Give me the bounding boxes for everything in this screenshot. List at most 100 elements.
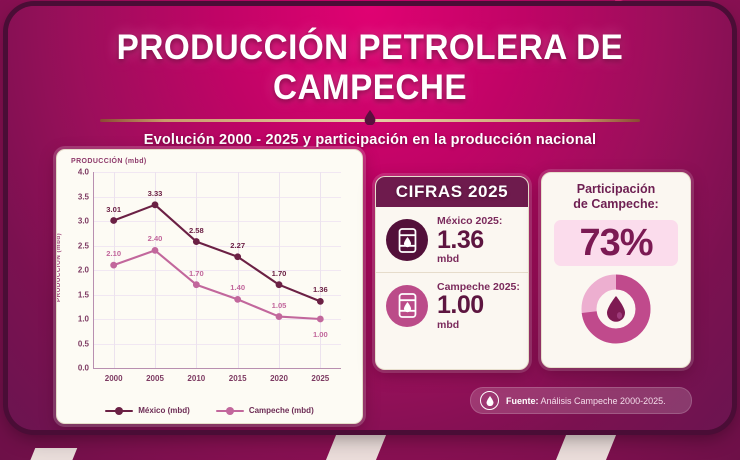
participation-donut-chart: [578, 271, 654, 347]
chart-y-tick: 0.5: [77, 339, 89, 348]
chart-y-tick: 1.0: [77, 314, 89, 324]
chart-y-tick: 3.5: [77, 192, 89, 201]
chart-x-axis: [93, 368, 341, 370]
chart-data-label: 2.40: [147, 234, 163, 244]
chart-y-tick: 2.0: [77, 265, 89, 275]
chart-point: [110, 217, 118, 224]
legend-swatch: [105, 406, 134, 415]
source-badge: Fuente: Análisis Campeche 2000-2025.: [470, 387, 692, 414]
chart-data-label: 2.10: [106, 249, 122, 259]
chart-point: [316, 315, 324, 323]
cifras-row-mexico: México 2025: 1.36 mbd: [376, 207, 528, 272]
cifras-header: CIFRAS 2025: [376, 177, 528, 207]
chart-title: PRODUCCIÓN (mbd): [71, 158, 147, 165]
chart-gridline-v: [237, 172, 239, 368]
cifras-campeche-unit: mbd: [437, 318, 460, 331]
cifras-mexico-text: México 2025: 1.36 mbd: [437, 216, 502, 265]
participation-percent-box: 73%: [554, 219, 678, 266]
oil-drop-icon: [480, 391, 499, 410]
source-text: Fuente: Análisis Campeche 2000-2025.: [506, 396, 666, 406]
participation-title-line2: de Campeche:: [573, 197, 659, 212]
oil-barrel-icon: [386, 284, 428, 327]
source-detail: Análisis Campeche 2000-2025.: [540, 395, 666, 406]
chart-line-mexico: [113, 203, 321, 303]
page-title: PRODUCCIÓN PETROLERA DE CAMPECHE: [116, 28, 624, 107]
chart-point: [110, 261, 118, 269]
chart-gridline-h: [93, 343, 341, 345]
chart-y-axis-label: PRODUCCIÓN (mbd): [56, 232, 62, 302]
participation-title: Participación de Campeche:: [573, 182, 658, 213]
cifras-campeche-value: 1.00: [437, 291, 484, 319]
donut-arc: [581, 274, 651, 343]
cifras-card: CIFRAS 2025 México 2025: 1.36 mbd: [375, 176, 529, 370]
cifras-campeche-text: Campeche 2025: 1.00 mbd: [437, 280, 520, 331]
header-divider: [100, 110, 640, 126]
chart-series-svg: [110, 201, 324, 323]
chart-data-label: 2.58: [188, 225, 204, 235]
chart-data-label: 3.01: [106, 204, 122, 214]
cifras-row-campeche: Campeche 2025: 1.00 mbd: [376, 271, 528, 338]
chart-legend-item-mexico[interactable]: México (mbd): [105, 406, 190, 415]
chart-data-label: 3.33: [147, 188, 163, 198]
chart-data-label: 1.70: [271, 268, 287, 278]
chart-data-label: 1.70: [188, 268, 204, 278]
chart-data-label: 2.27: [230, 240, 246, 250]
chart-x-tick: 2015: [228, 374, 247, 383]
legend-swatch: [215, 406, 244, 415]
line-chart-card: PRODUCCIÓN (mbd) PRODUCCIÓN (mbd) 0.0 0.5…: [56, 149, 363, 424]
chart-data-label: 1.05: [271, 300, 287, 310]
chart-x-tick: 2010: [187, 374, 206, 383]
chart-point: [192, 281, 200, 289]
chart-point: [151, 201, 159, 209]
chart-x-tick: 2020: [270, 374, 288, 383]
chart-y-tick: 3.0: [77, 216, 89, 226]
chart-gridline-h: [93, 221, 341, 222]
chart-y-tick: 4.0: [77, 167, 89, 177]
chart-point: [234, 253, 242, 261]
chart-data-label: 1.40: [230, 283, 246, 293]
chart-point: [151, 247, 159, 254]
chart-legend-item-campeche[interactable]: Campeche (mbd): [215, 406, 314, 415]
chart-point: [316, 297, 324, 305]
chart-data-label: 1.00: [312, 330, 328, 339]
chart-gridline-h: [93, 172, 341, 173]
legend-label: Campeche (mbd): [248, 406, 314, 415]
participation-card: Participación de Campeche: 73%: [541, 172, 691, 368]
chart-gridline-v: [279, 172, 280, 368]
chart-gridline-h: [93, 245, 341, 247]
oil-barrel-icon: [386, 219, 428, 262]
chart-gridline-h: [93, 294, 341, 296]
header: PRODUCCIÓN PETROLERA DE CAMPECHE Evoluci…: [8, 28, 732, 148]
participation-percent-label: 73%: [579, 221, 653, 264]
chart-point: [275, 281, 283, 289]
chart-gridline-v: [196, 172, 198, 368]
chart-gridline-v: [113, 172, 115, 368]
chart-gridline-h: [93, 196, 341, 198]
chart-point: [192, 238, 200, 245]
oil-drop-icon: [578, 271, 654, 347]
chart-point: [234, 296, 242, 303]
chart-x-tick: 2025: [311, 374, 330, 383]
cifras-heading-label: CIFRAS 2025: [395, 182, 509, 201]
cifras-mexico-label: México 2025:: [437, 215, 503, 227]
chart-line-campeche: [113, 249, 321, 321]
chart-y-tick: 0.0: [77, 363, 89, 373]
chart-legend: México (mbd) Campeche (mbd): [57, 406, 362, 415]
chart-y-tick: 2.5: [77, 241, 89, 250]
chart-gridline-h: [93, 270, 341, 271]
oil-drop-icon: [364, 110, 376, 126]
chart-gridline-h: [93, 319, 341, 320]
source-label: Fuente:: [506, 395, 539, 406]
chart-x-tick: 2005: [146, 374, 164, 383]
participation-title-line1: Participación: [576, 182, 656, 196]
chart-gridline-v: [320, 172, 322, 368]
chart-y-tick: 1.5: [77, 290, 89, 299]
chart-point: [275, 313, 283, 320]
cifras-mexico-unit: mbd: [437, 253, 460, 265]
cifras-mexico-value: 1.36: [437, 225, 484, 254]
chart-data-label: 1.36: [312, 285, 328, 295]
chart-y-axis: [93, 172, 95, 368]
cifras-campeche-label: Campeche 2025:: [437, 280, 520, 293]
content-frame: PRODUCCIÓN PETROLERA DE CAMPECHE Evoluci…: [8, 6, 732, 430]
